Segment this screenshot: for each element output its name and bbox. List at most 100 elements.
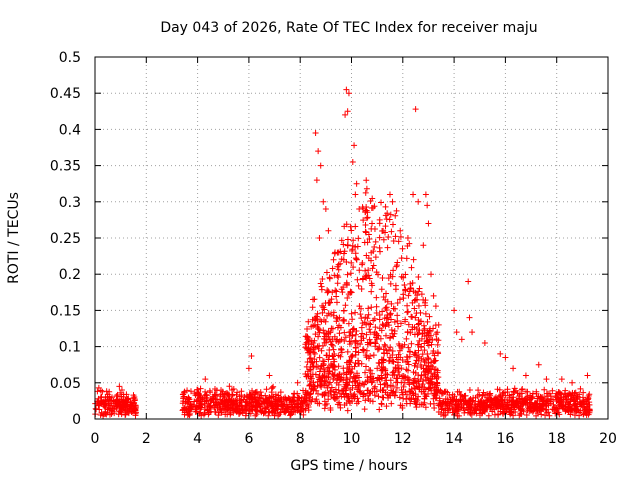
data-point (238, 388, 245, 395)
data-point (389, 330, 396, 337)
data-point (331, 250, 338, 257)
data-point (428, 387, 435, 394)
data-point (368, 288, 375, 295)
data-point (317, 280, 324, 287)
data-point (368, 379, 375, 386)
data-point (236, 400, 243, 407)
data-point (344, 108, 351, 115)
data-point (407, 396, 414, 403)
data-point (318, 286, 325, 293)
data-point (216, 401, 223, 408)
data-point (559, 404, 566, 411)
data-point (578, 399, 585, 406)
y-tick-label: 0.2 (59, 267, 81, 283)
data-point (430, 292, 437, 299)
data-point (363, 274, 370, 281)
data-point (261, 400, 268, 407)
data-point (416, 386, 423, 393)
data-point (390, 383, 397, 390)
data-point (375, 271, 382, 278)
data-point (300, 399, 307, 406)
data-point (378, 356, 385, 363)
data-point (480, 389, 487, 396)
data-point (350, 237, 357, 244)
data-point (320, 198, 327, 205)
data-point (335, 266, 342, 273)
data-point (358, 333, 365, 340)
data-point (348, 353, 355, 360)
data-point (408, 264, 415, 271)
data-point (350, 326, 357, 333)
data-point (104, 393, 111, 400)
data-point (391, 318, 398, 325)
data-point (277, 389, 284, 396)
data-point (280, 402, 287, 409)
data-point (456, 412, 463, 419)
data-point (393, 262, 400, 269)
data-point (424, 350, 431, 357)
data-point (203, 391, 210, 398)
data-point (435, 337, 442, 344)
data-point (262, 408, 269, 415)
data-point (426, 336, 433, 343)
data-point (228, 404, 235, 411)
data-point (331, 395, 338, 402)
data-point (333, 379, 340, 386)
data-point (403, 366, 410, 373)
data-point (497, 404, 504, 411)
data-point (352, 339, 359, 346)
data-point (376, 244, 383, 251)
data-point (368, 370, 375, 377)
data-point (314, 400, 321, 407)
data-point (389, 389, 396, 396)
data-point (535, 393, 542, 400)
data-point (458, 336, 465, 343)
data-point (318, 347, 325, 354)
data-point (402, 388, 409, 395)
data-point (315, 390, 322, 397)
data-point (400, 291, 407, 298)
data-point (257, 395, 264, 402)
data-point (308, 398, 315, 405)
data-point (365, 305, 372, 312)
data-point (258, 392, 265, 399)
data-point (368, 249, 375, 256)
data-point (324, 287, 331, 294)
data-point (206, 409, 213, 416)
data-point (385, 233, 392, 240)
data-point (422, 310, 429, 317)
data-point (199, 401, 206, 408)
data-point (394, 300, 401, 307)
data-point (362, 228, 369, 235)
data-point (422, 386, 429, 393)
data-point (240, 396, 247, 403)
data-point (332, 389, 339, 396)
data-point (366, 367, 373, 374)
data-point (467, 408, 474, 415)
data-point (542, 412, 549, 419)
data-point (549, 406, 556, 413)
data-point (343, 221, 350, 228)
data-point (385, 346, 392, 353)
data-point (501, 389, 508, 396)
data-point (481, 407, 488, 414)
data-point (366, 320, 373, 327)
data-point (403, 400, 410, 407)
data-point (359, 330, 366, 337)
data-point (397, 233, 404, 240)
data-point (234, 389, 241, 396)
data-point (330, 375, 337, 382)
data-point (382, 229, 389, 236)
data-point (407, 285, 414, 292)
data-point (114, 391, 121, 398)
data-point (392, 286, 399, 293)
data-point (449, 394, 456, 401)
data-point (502, 354, 509, 361)
data-point (308, 386, 315, 393)
data-point (302, 341, 309, 348)
data-point (338, 237, 345, 244)
data-point (451, 307, 458, 314)
data-point (404, 377, 411, 384)
data-point (431, 371, 438, 378)
x-tick-label: 14 (445, 431, 463, 447)
